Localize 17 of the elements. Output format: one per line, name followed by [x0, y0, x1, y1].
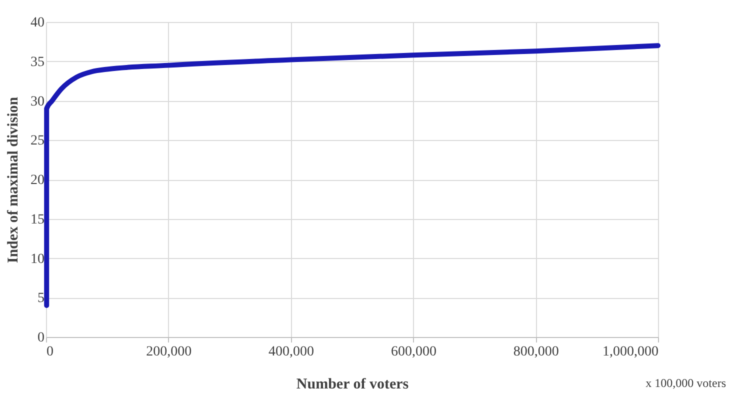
x-tick-label: 600,000 — [390, 344, 436, 360]
y-tick-label: 25 — [30, 134, 44, 149]
y-tick-label: 5 — [38, 291, 44, 306]
y-tick-label: 10 — [30, 252, 44, 267]
y-axis-title: Index of maximal division — [6, 96, 22, 264]
x-tick-label: 800,000 — [513, 344, 559, 360]
y-tick-label: 30 — [30, 94, 44, 110]
x-tick-label: 1,000,000 — [602, 344, 658, 360]
y-tick-label: 15 — [30, 212, 44, 228]
text: x 100,000 voters — [646, 376, 726, 391]
x-tick-label: 200,000 — [146, 344, 192, 360]
x-axis-title: Number of voters — [296, 376, 409, 392]
y-tick-label: 40 — [30, 16, 44, 30]
y-tick-label: 20 — [30, 173, 44, 188]
y-tick-label: 35 — [30, 54, 44, 70]
x-tick-label: 400,000 — [268, 344, 314, 360]
y-tick-label: 0 — [38, 330, 44, 346]
